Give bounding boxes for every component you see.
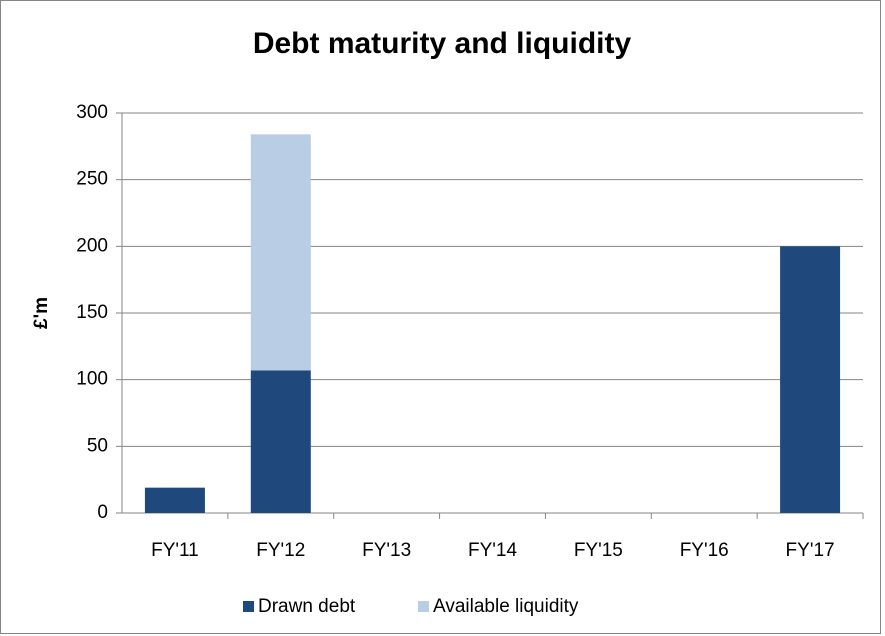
x-tick-label: FY'16 (680, 540, 729, 561)
bar (144, 487, 205, 513)
y-tick-label: 250 (76, 169, 108, 190)
y-tick-label: 100 (76, 369, 108, 390)
bar (250, 134, 311, 371)
legend-swatch (418, 601, 429, 612)
x-tick-label: FY'11 (151, 540, 199, 561)
legend-swatch (243, 601, 254, 612)
y-tick-label: 300 (76, 102, 108, 123)
x-tick-label: FY'14 (468, 540, 517, 561)
x-tick-label: FY'15 (574, 540, 623, 561)
x-tick-label: FY'17 (786, 540, 835, 561)
y-tick-label: 0 (97, 502, 108, 523)
bar (780, 246, 841, 514)
y-tick-label: 200 (76, 235, 108, 256)
chart-title: Debt maturity and liquidity (253, 27, 632, 60)
y-tick-label: 50 (87, 435, 108, 456)
y-tick-label: 150 (76, 302, 108, 323)
legend-label: Available liquidity (433, 596, 579, 617)
x-tick-label: FY'13 (362, 540, 411, 561)
x-tick-label: FY'12 (256, 540, 305, 561)
bar (250, 370, 311, 513)
y-axis-label: £'m (31, 297, 52, 329)
legend-label: Drawn debt (258, 596, 356, 617)
